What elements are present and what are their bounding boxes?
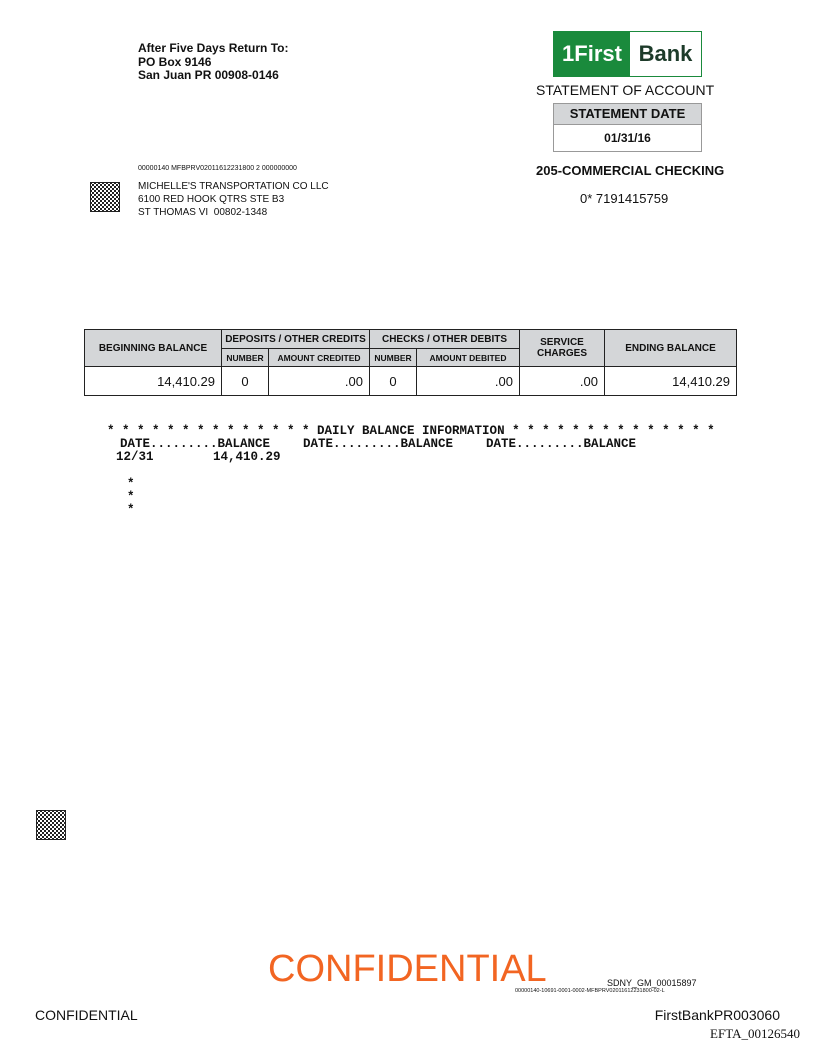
barcode xyxy=(90,182,120,212)
page-id: FirstBankPR003060 xyxy=(654,1007,780,1023)
daily-column: DATE.........BALANCE xyxy=(303,437,454,451)
value-cell: .00 xyxy=(519,366,605,396)
header-cell: NUMBER xyxy=(369,348,417,367)
daily-balance: 14,410.29 xyxy=(213,450,281,464)
barcode xyxy=(36,810,66,840)
efta-id: EFTA_00126540 xyxy=(710,1026,800,1041)
daily-column: DATE.........BALANCE xyxy=(120,437,271,451)
logo-green: 1 First xyxy=(554,32,630,76)
bates: SDNY_GM_00015897 xyxy=(607,978,697,988)
logo-bank: Bank xyxy=(638,41,693,66)
addressee-name: MICHELLE'S TRANSPORTATION CO LLC xyxy=(138,181,329,192)
statement-date: 01/31/16 xyxy=(553,125,702,152)
date-label: STATEMENT DATE xyxy=(553,103,702,125)
mail-code: 00000140 MFBPRV02011612231800 2 00000000… xyxy=(138,165,297,172)
account-number: 0* 7191415759 xyxy=(580,191,669,206)
logo: 1 First Bank xyxy=(553,31,702,77)
value-cell: 0 xyxy=(221,366,269,396)
value-cell: .00 xyxy=(416,366,520,396)
daily-star: * xyxy=(127,503,135,517)
value-cell: 14,410.29 xyxy=(604,366,737,396)
addressee-line: ST THOMAS VI 00802-1348 xyxy=(138,207,268,218)
header-cell: SERVICE CHARGES xyxy=(519,329,605,367)
value-cell: 14,410.29 xyxy=(84,366,222,396)
value-cell: .00 xyxy=(268,366,370,396)
value-cell: 0 xyxy=(369,366,417,396)
header-cell: ENDING BALANCE xyxy=(604,329,737,367)
header-cell: AMOUNT CREDITED xyxy=(268,348,370,367)
header-cell: NUMBER xyxy=(221,348,269,367)
logo-number: 1 xyxy=(562,41,575,66)
addressee-line: 6100 RED HOOK QTRS STE B3 xyxy=(138,194,285,205)
daily-star: * xyxy=(127,477,135,491)
account-type: 205-COMMERCIAL CHECKING xyxy=(536,163,725,178)
confidential-label: CONFIDENTIAL xyxy=(35,1007,138,1023)
daily-heading: * * * * * * * * * * * * * * DAILY BALANC… xyxy=(107,424,715,438)
summary-table: BEGINNING BALANCE DEPOSITS / OTHER CREDI… xyxy=(84,329,737,396)
header-cell: DEPOSITS / OTHER CREDITS xyxy=(221,329,370,349)
daily-column: DATE.........BALANCE xyxy=(486,437,637,451)
header-cell: CHECKS / OTHER DEBITS xyxy=(369,329,520,349)
daily-date: 12/31 xyxy=(116,450,154,464)
return-line: PO Box 9146 xyxy=(138,55,212,69)
daily-star: * xyxy=(127,490,135,504)
confidential-stamp: CONFIDENTIAL xyxy=(268,948,547,990)
return-heading: After Five Days Return To: xyxy=(138,41,289,55)
return-line: San Juan PR 00908-0146 xyxy=(138,68,279,82)
statement-title: STATEMENT OF ACCOUNT xyxy=(536,82,715,98)
header-cell: AMOUNT DEBITED xyxy=(416,348,520,367)
logo-first: First xyxy=(574,41,622,66)
doc-code: 00000140-10691-0001-0002-MFBPRV020116122… xyxy=(515,988,665,994)
header-cell: BEGINNING BALANCE xyxy=(84,329,222,367)
